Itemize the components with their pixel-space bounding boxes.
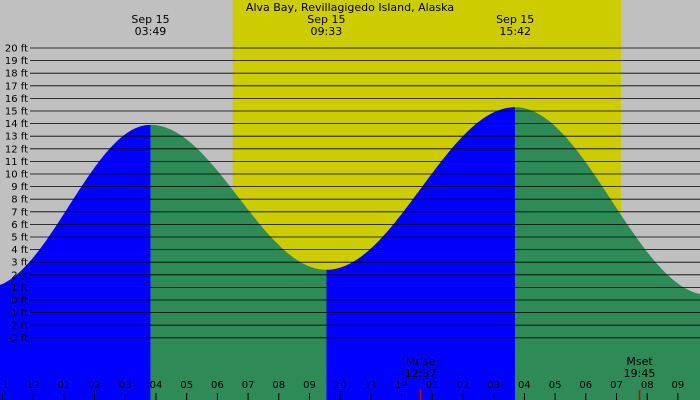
x-tick-label: 11 (365, 380, 378, 391)
x-tick-label: 03 (119, 380, 132, 391)
height-gridlines (30, 47, 700, 339)
x-tick-label: 07 (610, 380, 623, 391)
y-tick-label: 15 ft (5, 107, 28, 118)
extreme-time-label: 15:42 (499, 25, 531, 38)
y-tick-label: 20 ft (5, 44, 28, 55)
y-tick-label: 2 ft (11, 270, 28, 281)
y-tick-label: 7 ft (11, 207, 28, 218)
y-tick-label: 5 ft (11, 233, 28, 244)
moon-event-label: Mset (626, 355, 653, 368)
y-tick-label: 6 ft (11, 220, 28, 231)
y-tick-label: 18 ft (5, 69, 28, 80)
x-tick-label: 09 (672, 380, 685, 391)
extreme-time-label: 03:49 (135, 25, 167, 38)
x-tick-label: 05 (180, 380, 193, 391)
y-tick-label: 13 ft (5, 132, 28, 143)
x-tick-label: 02 (88, 380, 101, 391)
moon-event-time: 19:45 (624, 367, 656, 380)
x-tick-label: 03 (487, 380, 500, 391)
moon-event-time: 12:37 (405, 367, 437, 380)
x-tick-label: 10 (334, 380, 347, 391)
x-tick-label: 12 (395, 380, 408, 391)
y-axis-labels: -3 ft-2 ft -1 ft0 ft 1 ft 2 ft3 ft 4 ft5 ft 6… (5, 44, 28, 345)
y-tick-label: 12 ft (5, 144, 28, 155)
x-tick-label: 01 (426, 380, 439, 391)
x-tick-label: 07 (242, 380, 255, 391)
y-tick-label: -2 ft (8, 321, 28, 332)
y-tick-label: 17 ft (5, 81, 28, 92)
x-tick-label: 02 (457, 380, 470, 391)
rising-tide-area (326, 107, 516, 400)
chart-title: Alva Bay, Revillagigedo Island, Alaska (246, 1, 454, 14)
y-tick-label: -1 ft (8, 308, 28, 319)
y-tick-label: -3 ft (8, 333, 28, 344)
extreme-date-label: Sep 15 (496, 13, 534, 26)
x-tick-label: 09 (303, 380, 316, 391)
extreme-time-label: 09:33 (311, 25, 343, 38)
extreme-date-label: Sep 15 (307, 13, 345, 26)
y-tick-label: 14 ft (5, 119, 28, 130)
y-tick-label: 11 ft (5, 157, 28, 168)
y-tick-label: 4 ft (11, 245, 28, 256)
y-tick-label: 1 ft (11, 283, 28, 294)
y-tick-label: 8 ft (11, 195, 28, 206)
y-tick-label: 3 ft (11, 258, 28, 269)
x-tick-label: 11 (0, 380, 9, 391)
x-tick-label: 08 (272, 380, 285, 391)
moon-event-label: Mrise (406, 355, 436, 368)
y-tick-label: 19 ft (5, 56, 28, 67)
x-tick-label: 08 (641, 380, 654, 391)
y-tick-label: 16 ft (5, 94, 28, 105)
y-tick-label: 10 ft (5, 170, 28, 181)
x-tick-label: 05 (549, 380, 562, 391)
falling-tide-area (515, 107, 700, 400)
x-tick-label: 04 (150, 380, 163, 391)
x-tick-label: 01 (58, 380, 71, 391)
x-axis-labels: 11 12 01 02 03 04 05 06 07 08 09 10 11 12 01 02 03 04 05 06… (0, 380, 684, 400)
x-tick-label: 04 (518, 380, 531, 391)
x-tick-label: 06 (211, 380, 224, 391)
y-tick-label: 0 ft (11, 296, 28, 307)
y-tick-label: 9 ft (11, 182, 28, 193)
extreme-date-label: Sep 15 (131, 13, 169, 26)
x-tick-label: 12 (27, 380, 40, 391)
x-tick-label: 06 (579, 380, 592, 391)
